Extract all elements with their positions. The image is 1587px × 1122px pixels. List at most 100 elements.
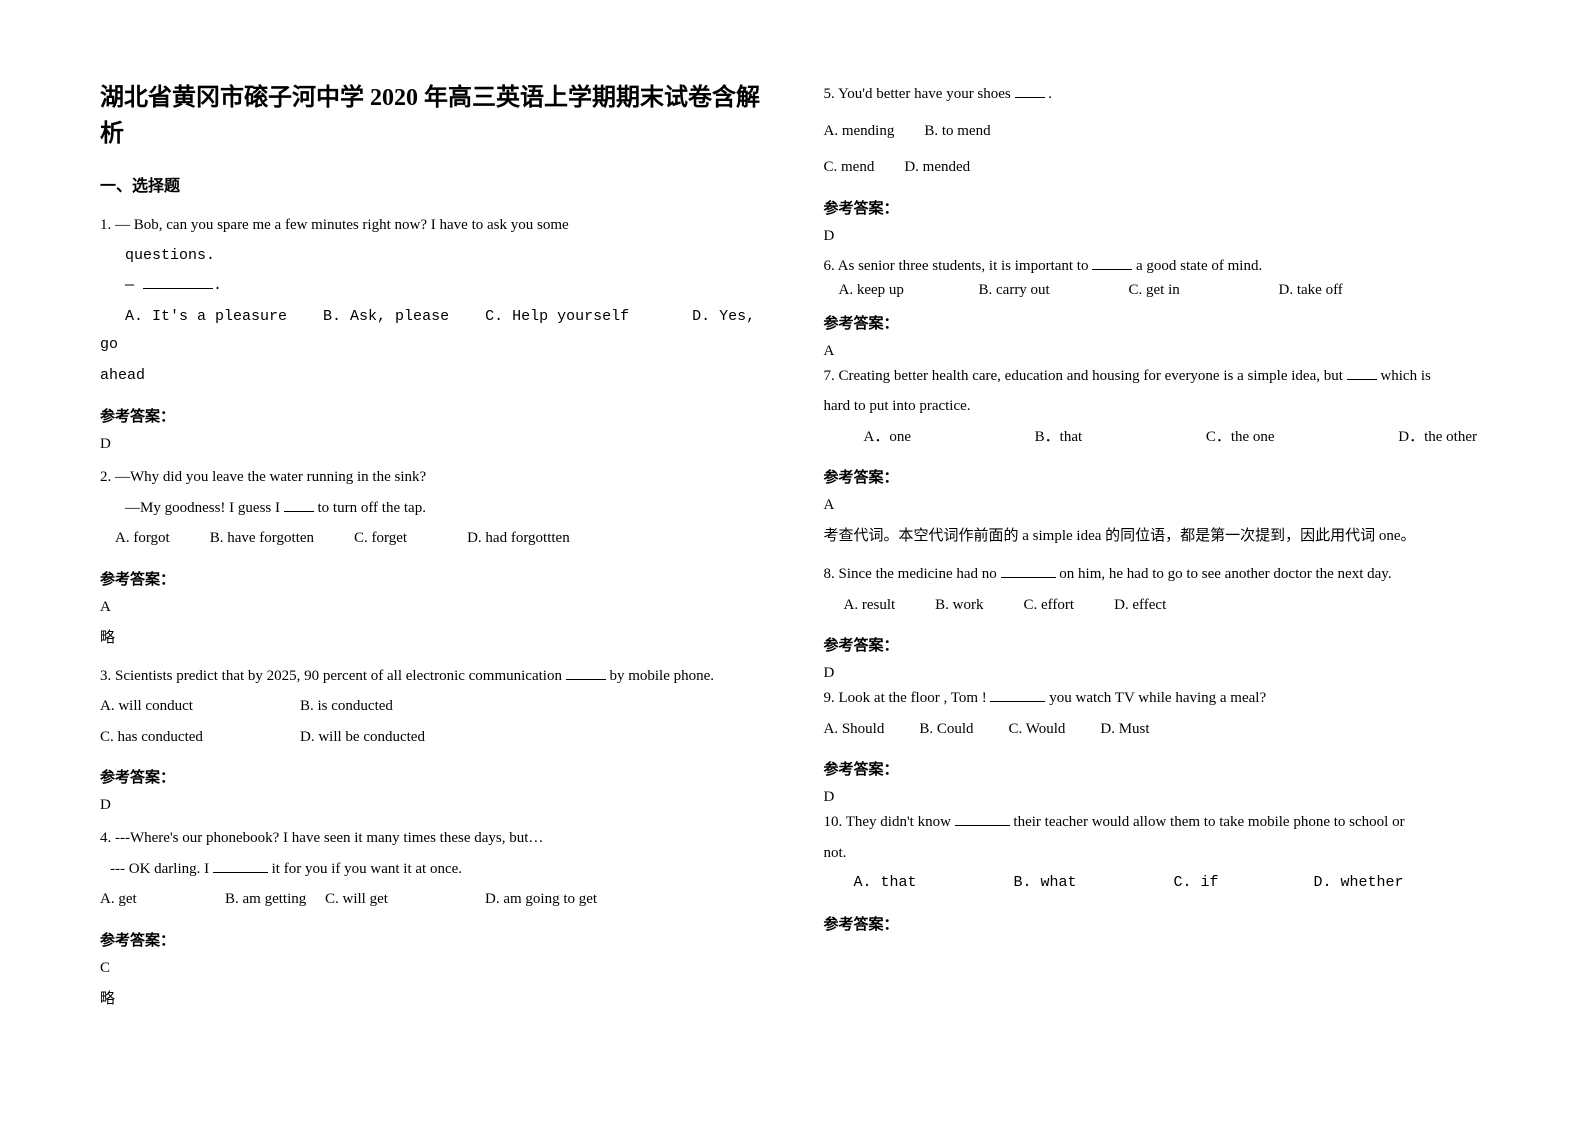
q6-optD: D. take off [1279, 279, 1343, 302]
q8-optD: D. effect [1114, 591, 1166, 620]
q2-line1: 2. —Why did you leave the water running … [100, 463, 764, 492]
q7-answer: A [824, 497, 1488, 514]
q10-optA: A. that [854, 869, 1014, 898]
question-9: 9. Look at the floor , Tom ! you watch T… [824, 684, 1488, 745]
q3-line1: 3. Scientists predict that by 2025, 90 p… [100, 662, 764, 691]
q2-optB: B. have forgotten [210, 524, 314, 553]
q10-optC: C. if [1174, 869, 1314, 898]
q5-answer: D [824, 228, 1488, 245]
q6-options: A. keep up B. carry out C. get in D. tak… [824, 279, 1488, 302]
q9-answer: D [824, 789, 1488, 806]
q1-line2: questions. [100, 242, 764, 271]
q8-answer: D [824, 665, 1488, 682]
q4-answer: C [100, 960, 764, 977]
q1-line1: 1. — Bob, can you spare me a few minutes… [100, 211, 764, 240]
q7-options: A．one B．that C．the one D．the other [824, 423, 1488, 452]
question-8: 8. Since the medicine had no on him, he … [824, 560, 1488, 621]
q8-line1: 8. Since the medicine had no on him, he … [824, 560, 1488, 589]
q6-answer: A [824, 343, 1488, 360]
question-7: 7. Creating better health care, educatio… [824, 362, 1488, 454]
q8-options: A. result B. work C. effort D. effect [824, 591, 1488, 620]
q4-note: 略 [100, 987, 764, 1008]
q3-optB: B. is conducted [300, 692, 393, 721]
left-column: 湖北省黄冈市磙子河中学 2020 年高三英语上学期期末试卷含解析 一、选择题 1… [100, 80, 764, 1042]
q10-line1: 10. They didn't know their teacher would… [824, 808, 1488, 837]
q2-options: A. forgot B. have forgotten C. forget D.… [100, 524, 764, 553]
document-title: 湖北省黄冈市磙子河中学 2020 年高三英语上学期期末试卷含解析 [100, 80, 764, 152]
q1-optC: C. Help yourself [485, 308, 629, 325]
q2-answer-label: 参考答案： [100, 568, 764, 589]
section-header: 一、选择题 [100, 172, 764, 196]
q4-optD: D. am going to get [485, 885, 597, 914]
question-3: 3. Scientists predict that by 2025, 90 p… [100, 662, 764, 754]
q3-optA: A. will conduct [100, 692, 300, 721]
q1-optA: A. It's a pleasure [125, 308, 287, 325]
q1-optB: B. Ask, please [323, 308, 449, 325]
q7-line2: hard to put into practice. [824, 392, 1488, 421]
q6-optC: C. get in [1129, 279, 1279, 302]
q2-answer: A [100, 599, 764, 616]
q7-optA: A．one [864, 423, 912, 452]
question-10: 10. They didn't know their teacher would… [824, 808, 1488, 900]
q5-optD: D. mended [904, 153, 970, 182]
q3-optC: C. has conducted [100, 723, 300, 752]
right-column: 5. You'd better have your shoes . A. men… [824, 80, 1488, 1042]
q7-optB: B．that [1035, 423, 1083, 452]
q7-line1: 7. Creating better health care, educatio… [824, 362, 1488, 391]
q2-optA: A. forgot [115, 524, 170, 553]
q9-optB: B. Could [919, 715, 973, 744]
q3-answer: D [100, 797, 764, 814]
q8-optC: C. effort [1024, 591, 1075, 620]
q4-options: A. get B. am getting C. will get D. am g… [100, 885, 764, 914]
q10-optB: B. what [1014, 869, 1174, 898]
q7-answer-label: 参考答案： [824, 466, 1488, 487]
q3-answer-label: 参考答案： [100, 766, 764, 787]
q4-answer-label: 参考答案： [100, 929, 764, 950]
q10-answer-label: 参考答案： [824, 913, 1488, 934]
question-2: 2. —Why did you leave the water running … [100, 463, 764, 555]
q5-optA: A. mending [824, 117, 895, 146]
q5-optB: B. to mend [924, 117, 990, 146]
q7-optD: D．the other [1398, 423, 1477, 452]
q9-optA: A. Should [824, 715, 885, 744]
q10-optD: D. whether [1314, 869, 1404, 898]
q5-options-row1: A. mending B. to mend [824, 117, 1488, 146]
q9-answer-label: 参考答案： [824, 758, 1488, 779]
q8-optB: B. work [935, 591, 983, 620]
question-4: 4. ---Where's our phonebook? I have seen… [100, 824, 764, 916]
q5-answer-label: 参考答案： [824, 197, 1488, 218]
q9-line1: 9. Look at the floor , Tom ! you watch T… [824, 684, 1488, 713]
question-1: 1. — Bob, can you spare me a few minutes… [100, 211, 764, 392]
question-5: 5. You'd better have your shoes . A. men… [824, 80, 1488, 184]
q9-optC: C. Would [1009, 715, 1066, 744]
q1-answer-label: 参考答案： [100, 405, 764, 426]
q2-line2: —My goodness! I guess I to turn off the … [100, 494, 764, 523]
q4-optA: A. get [100, 885, 225, 914]
q2-note: 略 [100, 626, 764, 647]
q1-answer: D [100, 436, 764, 453]
q4-optB: B. am getting [225, 885, 325, 914]
q1-options: A. It's a pleasure B. Ask, please C. Hel… [100, 303, 764, 360]
q6-answer-label: 参考答案： [824, 312, 1488, 333]
q1-optD-cont: ahead [100, 362, 764, 391]
q3-options-row2: C. has conducted D. will be conducted [100, 723, 764, 752]
q5-line1: 5. You'd better have your shoes . [824, 80, 1488, 109]
q5-options-row2: C. mend D. mended [824, 153, 1488, 182]
q9-optD: D. Must [1100, 715, 1149, 744]
q3-optD: D. will be conducted [300, 723, 425, 752]
q8-optA: A. result [844, 591, 896, 620]
q10-options: A. that B. what C. if D. whether [824, 869, 1488, 898]
q8-answer-label: 参考答案： [824, 634, 1488, 655]
q9-options: A. Should B. Could C. Would D. Must [824, 715, 1488, 744]
q5-optC: C. mend [824, 153, 875, 182]
q1-line3: — . [100, 272, 764, 301]
q4-line2: --- OK darling. I it for you if you want… [100, 855, 764, 884]
q4-line1: 4. ---Where's our phonebook? I have seen… [100, 824, 764, 853]
q7-explain: 考查代词。本空代词作前面的 a simple idea 的同位语，都是第一次提到… [824, 524, 1488, 545]
q2-optC: C. forget [354, 524, 407, 553]
q3-options-row1: A. will conduct B. is conducted [100, 692, 764, 721]
q10-line2: not. [824, 839, 1488, 868]
q4-optC: C. will get [325, 885, 485, 914]
q2-optD: D. had forgottten [467, 524, 570, 553]
q6-optB: B. carry out [979, 279, 1129, 302]
